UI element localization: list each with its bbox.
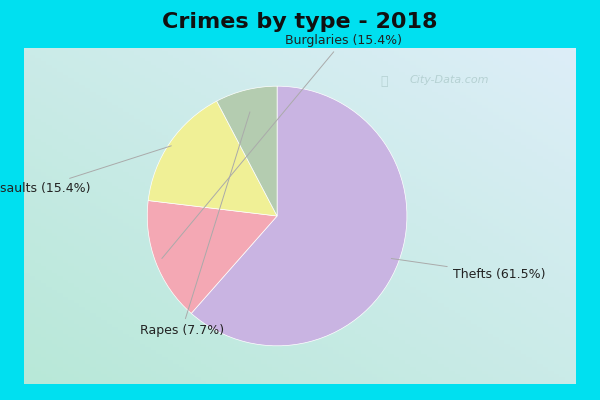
Text: Rapes (7.7%): Rapes (7.7%) — [140, 112, 250, 337]
Text: City-Data.com: City-Data.com — [410, 75, 490, 85]
Text: Thefts (61.5%): Thefts (61.5%) — [391, 258, 545, 280]
Text: Burglaries (15.4%): Burglaries (15.4%) — [162, 34, 402, 258]
Text: ⦿: ⦿ — [380, 75, 388, 88]
Wedge shape — [147, 200, 277, 313]
Text: Crimes by type - 2018: Crimes by type - 2018 — [162, 12, 438, 32]
Wedge shape — [217, 86, 277, 216]
Wedge shape — [148, 101, 277, 216]
Text: Assaults (15.4%): Assaults (15.4%) — [0, 146, 172, 195]
Wedge shape — [191, 86, 407, 346]
